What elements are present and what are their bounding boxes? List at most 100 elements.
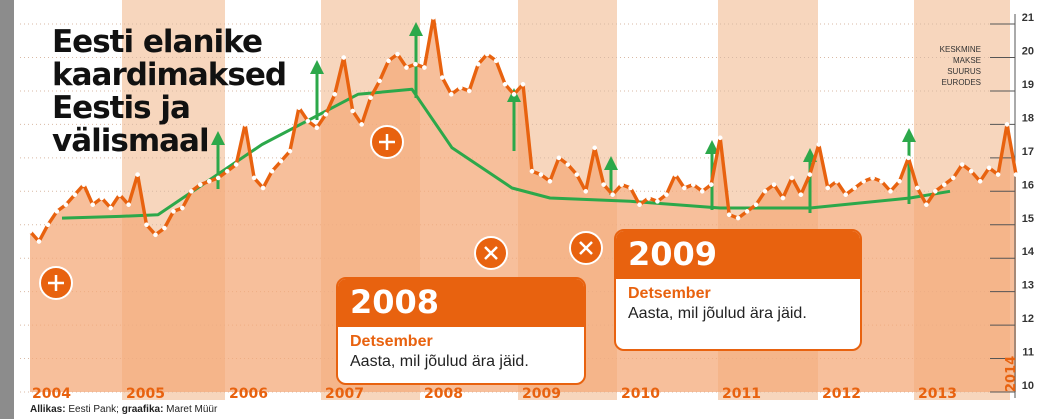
data-point [233,162,239,167]
data-point [493,58,499,64]
data-point [780,195,786,201]
data-point [879,178,884,184]
data-point [529,168,535,174]
y-tick-label: 11 [1022,347,1034,359]
arrow-head [409,22,423,36]
data-point [690,182,696,187]
data-point [646,195,651,201]
data-point [798,192,804,197]
data-point [1004,122,1010,127]
data-point [932,188,938,194]
callout-2009: 2009 Detsember Aasta, mil jõulud ära jäi… [614,229,862,351]
callout-year: 2009 [616,231,860,279]
data-point [439,75,445,80]
data-point [90,202,96,208]
data-point [224,168,230,174]
data-point [377,78,382,84]
y-tick-label: 17 [1022,146,1034,158]
data-point [269,168,275,174]
data-point [180,205,185,211]
data-point [941,182,947,187]
data-point [538,172,544,177]
data-point [565,162,571,167]
data-point [404,65,409,70]
data-point [287,148,293,154]
data-point [888,188,893,194]
data-point [305,118,311,124]
trend-line [61,87,951,220]
title-line: kaardimaksed [52,57,287,93]
data-point [861,178,866,184]
callout-month: Detsember [350,333,433,350]
data-point [251,175,257,181]
data-point [108,205,114,211]
data-point [431,15,436,20]
data-point [915,185,920,191]
data-point [592,145,598,151]
data-point [968,168,974,174]
source-text: Eesti Pank; [65,404,122,415]
data-point [843,192,849,197]
data-point [708,182,714,187]
data-point [1013,172,1019,177]
data-point [816,142,822,147]
data-point [188,188,194,194]
x-tick-label: 2013 [918,386,957,402]
callout-month: Detsember [628,285,711,302]
data-point [153,232,158,238]
x-tick-label: 2007 [325,386,364,402]
callout-text: Aasta, mil jõulud ära jäid. [350,353,529,370]
data-point [314,125,320,131]
unit-line: EURODES [941,78,981,87]
data-point [852,185,858,191]
data-point [206,178,212,184]
data-point [744,209,750,214]
data-point [171,209,176,214]
data-point [368,95,373,100]
x-tick-label: 2004 [32,386,71,402]
data-point [619,182,624,187]
data-point [422,65,427,70]
data-point [511,91,517,97]
data-point [135,172,140,177]
title-line: Eesti elanike [52,24,263,60]
data-point [637,202,642,208]
x-tick-label: 2012 [822,386,861,402]
data-point [466,88,472,94]
arrow-head [902,128,916,142]
data-point [986,165,992,171]
y-tick-label: 18 [1022,112,1034,124]
minus-icon-bar [579,241,593,255]
data-point [395,51,400,57]
data-point [332,91,338,97]
arrow-head [310,60,324,74]
callout-text: Aasta, mil jõulud ära jäid. [628,305,807,322]
data-point [350,108,356,114]
data-point [197,182,203,187]
source-credit: Allikas: Eesti Pank; graafika: Maret Müü… [30,404,217,415]
unit-line: KESKMINE [939,45,981,54]
x-tick-label: 2006 [229,386,268,402]
data-point [681,185,687,191]
data-point [278,158,284,164]
data-point [762,188,768,194]
data-point [63,202,69,208]
data-point [457,85,463,90]
data-point [359,122,365,127]
data-point [448,91,454,97]
x-tick-label: 2005 [126,386,165,402]
data-point [520,81,526,87]
y-tick-label: 13 [1022,280,1034,292]
unit-label: KESKMINE MAKSE SUURUS EURODES [940,44,981,88]
x-tick-label: 2009 [522,386,561,402]
data-point [144,222,149,228]
y-tick-label: 10 [1022,380,1034,392]
x-axis-labels: 2004 2005 2006 2007 2008 2009 2010 2011 2012 2013… [32,356,1019,402]
data-point [502,81,508,87]
data-point [574,172,580,177]
data-point [771,182,777,187]
data-point [117,192,122,197]
title-line: Eestis ja [52,90,191,126]
data-point [475,61,481,67]
data-point [36,239,42,244]
